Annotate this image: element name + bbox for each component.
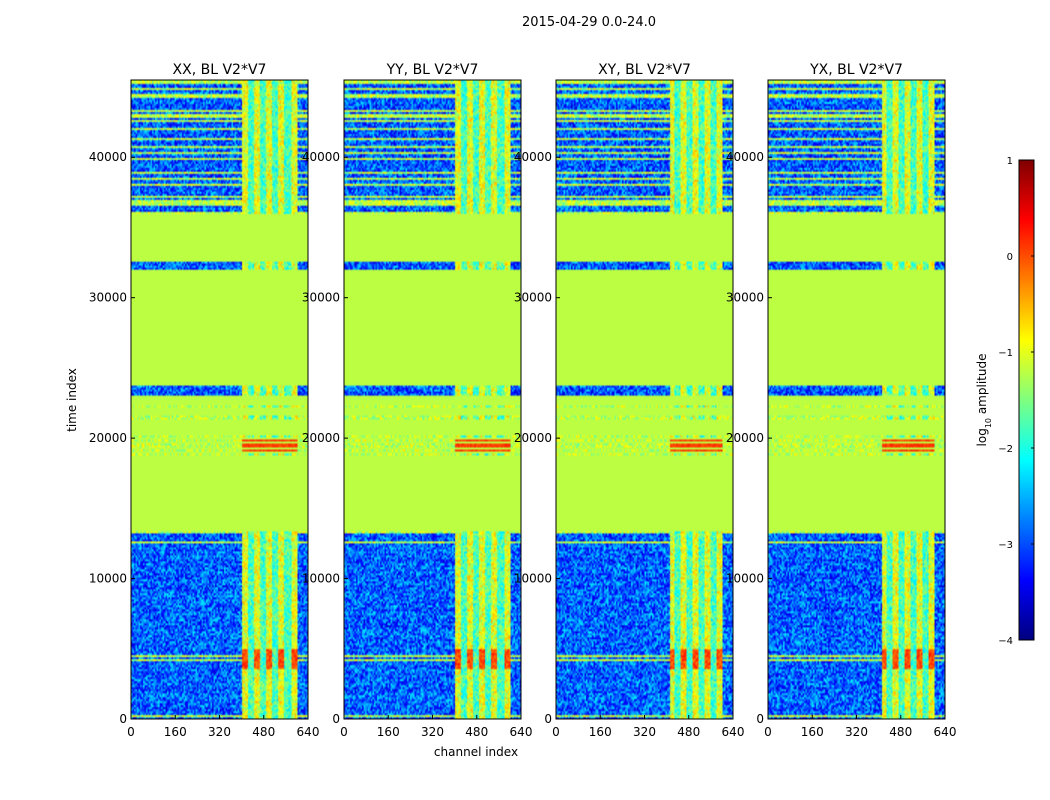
figure-title: 2015-04-29 0.0-24.0 [522,15,656,30]
colorbar-tick-label: −2 [998,444,1013,455]
x-tick-label: 0 [340,725,348,739]
colorbar-tick-label: 1 [1007,156,1013,167]
panel-title: XY, BL V2*V7 [598,62,691,78]
y-tick-label: 20000 [89,431,127,445]
y-tick-label: 40000 [726,150,764,164]
y-tick-label: 20000 [514,431,552,445]
x-tick-label: 640 [934,725,957,739]
heatmap-image [556,80,733,719]
x-tick-label: 0 [552,725,560,739]
x-tick-label: 160 [164,725,187,739]
colorbar-tick-label: −4 [998,636,1013,647]
heatmap-image [131,80,308,719]
y-tick-label: 0 [119,712,127,726]
y-tick-label: 30000 [302,291,340,305]
colorbar-scale [1018,159,1035,641]
x-tick-label: 160 [589,725,612,739]
colorbar-tick-label: −1 [998,348,1013,359]
x-tick-label: 640 [722,725,745,739]
panel-2: XY, BL V2*V7 0 160 320 480 640 0 10000 20000 3000… [514,62,745,739]
x-tick-label: 640 [510,725,533,739]
y-tick-label: 10000 [302,572,340,586]
y-tick-label: 0 [756,712,764,726]
x-tick-label: 320 [208,725,231,739]
panel-title: XX, BL V2*V7 [173,62,267,78]
panels-group: XX, BL V2*V7 0 160 320 480 640 0 10000 20000 3000… [89,62,957,739]
y-tick-label: 20000 [726,431,764,445]
panel-0: XX, BL V2*V7 0 160 320 480 640 0 10000 20000 3000… [89,62,320,739]
y-axis-label: time index [65,368,79,432]
panel-title: YX, BL V2*V7 [809,62,903,78]
colorbar-tick-label: −3 [998,540,1013,551]
x-tick-label: 640 [297,725,320,739]
x-tick-label: 320 [633,725,656,739]
y-tick-label: 40000 [89,150,127,164]
x-tick-label: 480 [889,725,912,739]
x-tick-label: 480 [465,725,488,739]
x-tick-label: 0 [764,725,772,739]
heatmap-image [768,80,945,719]
panel-3: YX, BL V2*V7 0 160 320 480 640 0 10000 20000 3000… [726,62,957,739]
y-tick-label: 30000 [726,291,764,305]
y-tick-label: 10000 [514,572,552,586]
colorbar-ticks: 1 0 −1 −2 −3 −4 [998,156,1034,647]
panel-title: YY, BL V2*V7 [386,62,479,78]
x-tick-label: 160 [801,725,824,739]
colorbar-tick-label: 0 [1007,252,1013,263]
x-axis-label: channel index [434,745,518,759]
x-tick-label: 480 [252,725,275,739]
colorbar: 1 0 −1 −2 −3 −4 log10 amplitude [975,156,1035,647]
y-tick-label: 20000 [302,431,340,445]
colorbar-label: log10 amplitude [975,354,993,447]
y-tick-label: 0 [332,712,340,726]
y-tick-label: 40000 [514,150,552,164]
panel-1: YY, BL V2*V7 0 160 320 480 640 0 10000 20000 3000… [302,62,533,739]
x-tick-label: 320 [421,725,444,739]
y-tick-label: 10000 [726,572,764,586]
y-tick-label: 40000 [302,150,340,164]
x-tick-label: 480 [677,725,700,739]
y-tick-label: 10000 [89,572,127,586]
heatmap-image [344,80,521,719]
y-tick-label: 30000 [89,291,127,305]
x-tick-label: 160 [377,725,400,739]
y-tick-label: 30000 [514,291,552,305]
x-tick-label: 0 [127,725,135,739]
x-tick-label: 320 [845,725,868,739]
y-tick-label: 0 [544,712,552,726]
